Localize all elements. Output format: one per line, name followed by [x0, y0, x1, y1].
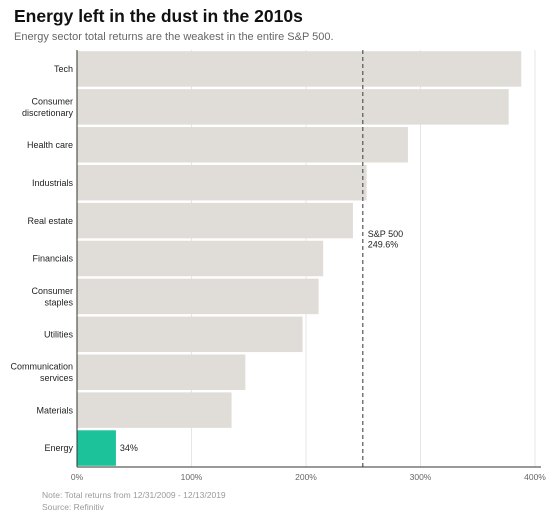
- bar: [77, 392, 232, 428]
- bar: [77, 278, 319, 315]
- bar: [77, 164, 367, 201]
- category-label: Materials: [36, 405, 73, 415]
- category-label: Financials: [32, 254, 73, 264]
- bar: [77, 354, 246, 390]
- chart-subtitle: Energy sector total returns are the weak…: [14, 31, 334, 43]
- bar: [77, 89, 509, 125]
- bar: [77, 430, 116, 466]
- category-label: Industrials: [32, 178, 74, 188]
- reference-label: S&P 500 249.6%: [368, 229, 403, 250]
- category-label: Tech: [54, 64, 73, 74]
- category-label: Energy: [44, 443, 73, 453]
- bar: [77, 51, 522, 87]
- chart-note: Note: Total returns from 12/31/2009 - 12…: [42, 490, 226, 500]
- category-label: Consumer discretionary: [22, 96, 74, 118]
- chart-title: Energy left in the dust in the 2010s: [14, 6, 303, 26]
- bar: [77, 240, 324, 277]
- category-label: Communication services: [10, 362, 73, 384]
- bar: [77, 127, 408, 163]
- category-label: Real estate: [27, 216, 73, 226]
- x-tick-label: 0%: [71, 472, 84, 482]
- chart-source: Source: Refinitiv: [42, 502, 104, 512]
- x-tick-label: 200%: [295, 472, 317, 482]
- bar: [77, 316, 303, 353]
- bar: [77, 202, 353, 239]
- x-tick-label: 300%: [410, 472, 432, 482]
- category-label: Consumer staples: [31, 286, 73, 308]
- x-tick-label: 100%: [181, 472, 203, 482]
- data-label: 34%: [120, 443, 138, 453]
- category-label: Health care: [27, 140, 73, 150]
- category-label: Utilities: [44, 330, 74, 340]
- x-tick-label: 400%: [524, 472, 546, 482]
